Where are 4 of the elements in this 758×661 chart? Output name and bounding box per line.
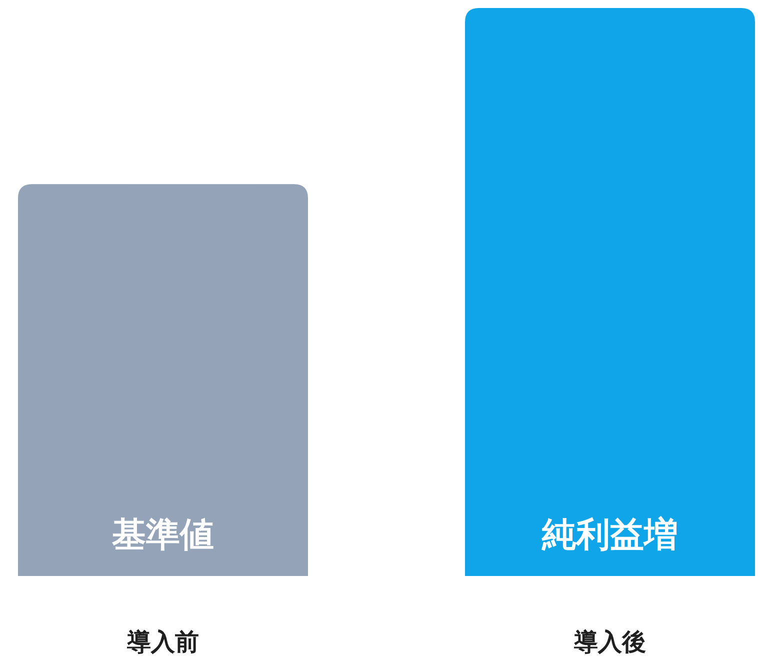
annotation: 基準値 [111,515,214,555]
annotation: 純利益増 [541,515,678,555]
x-tick-label: 導入前 [126,628,199,656]
x-tick-label: 導入後 [573,628,646,656]
